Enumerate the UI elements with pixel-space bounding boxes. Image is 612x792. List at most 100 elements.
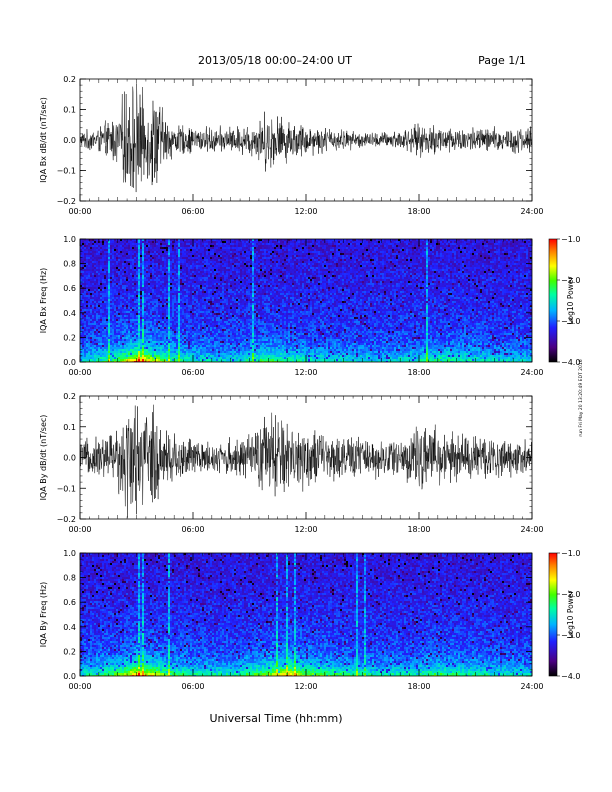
spectrogram-cell	[162, 269, 164, 271]
spectrogram-cell	[210, 307, 212, 309]
spectrogram-cell	[220, 253, 222, 255]
spectrogram-cell	[154, 259, 156, 261]
spectrogram-cell	[202, 261, 204, 263]
spectrogram-cell	[134, 333, 136, 335]
spectrogram-cell	[142, 325, 144, 327]
spectrogram-cell	[140, 337, 142, 339]
spectrogram-cell	[156, 347, 158, 349]
spectrogram-cell	[120, 277, 122, 279]
spectrogram-cell	[90, 275, 92, 277]
spectrogram-cell	[136, 305, 138, 307]
spectrogram-cell	[120, 337, 122, 339]
spectrogram-cell	[166, 337, 168, 339]
spectrogram-cell	[144, 327, 146, 329]
spectrogram-cell	[104, 301, 106, 303]
spectrogram-cell	[130, 331, 132, 333]
spectrogram-cell	[88, 271, 90, 273]
spectrogram-cell	[124, 335, 126, 337]
spectrogram-cell	[140, 241, 142, 243]
spectrogram-cell	[194, 275, 196, 277]
spectrogram-cell	[184, 311, 186, 313]
spectrogram-cell	[106, 239, 108, 241]
spectrogram-cell	[106, 355, 108, 357]
spectrogram-cell	[188, 313, 190, 315]
spectrogram-cell	[188, 245, 190, 247]
spectrogram-cell	[222, 303, 224, 305]
spectrogram-cell	[170, 357, 172, 359]
spectrogram-cell	[194, 323, 196, 325]
spectrogram-cell	[88, 345, 90, 347]
spectrogram-cell	[104, 299, 106, 301]
spectrogram-cell	[226, 271, 228, 273]
spectrogram-cell	[170, 359, 172, 361]
spectrogram-cell	[136, 249, 138, 251]
spectrogram-cell	[192, 277, 194, 279]
spectrogram-cell	[100, 279, 102, 281]
spectrogram-cell	[228, 245, 230, 247]
spectrogram-cell	[212, 289, 214, 291]
spectrogram-cell	[100, 243, 102, 245]
spectrogram-cell	[110, 293, 112, 295]
spectrogram-cell	[174, 359, 176, 361]
spectrogram-cell	[96, 287, 98, 289]
spectrogram-cell	[178, 265, 180, 267]
spectrogram-cell	[156, 303, 158, 305]
spectrogram-cell	[110, 335, 112, 337]
spectrogram-cell	[214, 273, 216, 275]
spectrogram-cell	[114, 353, 116, 355]
spectrogram-cell	[176, 245, 178, 247]
spectrogram-cell	[176, 305, 178, 307]
spectrogram-cell	[132, 277, 134, 279]
spectrogram-cell	[108, 273, 110, 275]
spectrogram-cell	[90, 357, 92, 359]
spectrogram-cell	[94, 287, 96, 289]
spectrogram-cell	[80, 243, 82, 245]
spectrogram-cell	[160, 289, 162, 291]
spectrogram-cell	[188, 319, 190, 321]
spectrogram-cell	[216, 343, 218, 345]
spectrogram-cell	[154, 341, 156, 343]
spectrogram-cell	[130, 329, 132, 331]
spectrogram-cell	[152, 249, 154, 251]
spectrogram-cell	[98, 353, 100, 355]
spectrogram-cell	[204, 269, 206, 271]
spectrogram-cell	[176, 333, 178, 335]
spectrogram-cell	[98, 251, 100, 253]
spectrogram-cell	[110, 311, 112, 313]
spectrogram-cell	[182, 245, 184, 247]
spectrogram-cell	[144, 295, 146, 297]
spectrogram-cell	[226, 281, 228, 283]
spectrogram-cell	[158, 277, 160, 279]
spectrogram-cell	[90, 299, 92, 301]
spectrogram-cell	[152, 319, 154, 321]
spectrogram-cell	[178, 319, 180, 321]
spectrogram-cell	[168, 325, 170, 327]
spectrogram-cell	[174, 303, 176, 305]
spectrogram-cell	[198, 347, 200, 349]
spectrogram-cell	[230, 335, 232, 337]
spectrogram-cell	[86, 327, 88, 329]
spectrogram-cell	[146, 261, 148, 263]
spectrogram-cell	[88, 325, 90, 327]
spectrogram-cell	[186, 275, 188, 277]
spectrogram-cell	[196, 265, 198, 267]
spectrogram-cell	[212, 303, 214, 305]
spectrogram-cell	[176, 335, 178, 337]
spectrogram-cell	[166, 285, 168, 287]
spectrogram-cell	[158, 315, 160, 317]
spectrogram-cell	[208, 329, 210, 331]
spectrogram-cell	[132, 361, 134, 362]
spectrogram-cell	[126, 349, 128, 351]
spectrogram-cell	[104, 321, 106, 323]
spectrogram-cell	[104, 311, 106, 313]
spectrogram-cell	[154, 359, 156, 361]
spectrogram-cell	[96, 267, 98, 269]
spectrogram-cell	[112, 301, 114, 303]
spectrogram-cell	[150, 261, 152, 263]
spectrogram-cell	[128, 337, 130, 339]
spectrogram-cell	[168, 301, 170, 303]
spectrogram-cell	[170, 305, 172, 307]
spectrogram-cell	[136, 351, 138, 353]
spectrogram-cell	[132, 297, 134, 299]
spectrogram-cell	[186, 255, 188, 257]
